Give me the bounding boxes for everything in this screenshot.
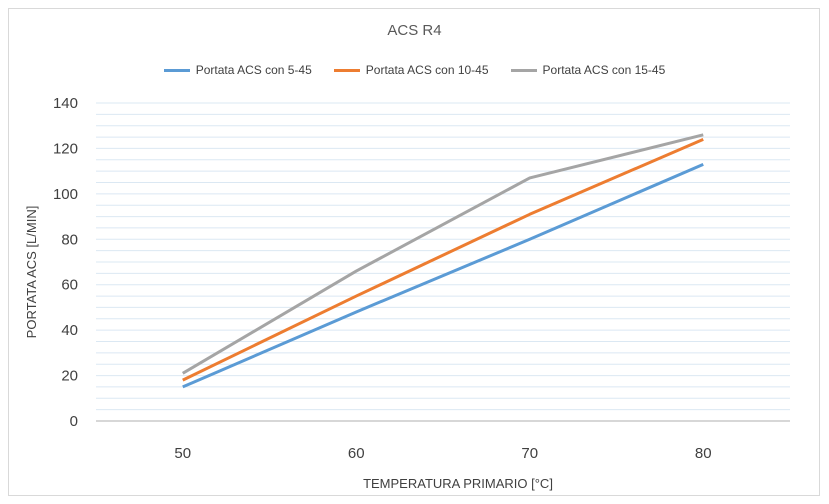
y-tick-label: 0 (70, 413, 78, 430)
legend-item-series-2: Portata ACS con 10-45 (333, 63, 489, 77)
series-line-1 (182, 162, 704, 389)
chart-title: ACS R4 (387, 22, 442, 39)
y-tick-label: 60 (61, 277, 78, 294)
legend-label-series-1: Portata ACS con 5-45 (195, 63, 312, 77)
y-tick-label: 80 (61, 231, 78, 248)
legend-label-series-3: Portata ACS con 15-45 (542, 63, 666, 77)
series-line-3 (181, 133, 704, 375)
chart-legend: Portata ACS con 5-45 Portata ACS con 10-… (0, 63, 829, 77)
legend-item-series-3: Portata ACS con 15-45 (510, 63, 666, 77)
legend-swatch-series-1 (163, 68, 190, 72)
y-tick-label: 40 (61, 322, 78, 339)
y-tick-label: 120 (53, 140, 78, 157)
y-axis-title: PORTATA ACS [L/MIN] (24, 206, 39, 339)
x-axis-ticks: 50 60 70 80 (174, 445, 711, 462)
grid-lines (96, 102, 790, 422)
x-tick-label: 70 (521, 445, 538, 462)
legend-item-series-1: Portata ACS con 5-45 (163, 63, 312, 77)
y-tick-label: 20 (61, 368, 78, 385)
y-tick-label: 100 (53, 186, 78, 203)
legend-swatch-series-2 (333, 68, 360, 72)
legend-swatch-series-3 (510, 68, 537, 72)
x-tick-label: 60 (348, 445, 365, 462)
x-tick-label: 80 (695, 445, 712, 462)
y-axis-ticks: 0 20 40 60 80 100 120 140 (53, 95, 78, 430)
x-tick-label: 50 (174, 445, 191, 462)
legend-label-series-2: Portata ACS con 10-45 (365, 63, 489, 77)
series-lines (181, 133, 704, 389)
x-axis-title: TEMPERATURA PRIMARIO [°C] (363, 476, 553, 491)
series-line-2 (182, 137, 704, 382)
y-tick-label: 140 (53, 95, 78, 112)
chart-frame (8, 8, 820, 496)
